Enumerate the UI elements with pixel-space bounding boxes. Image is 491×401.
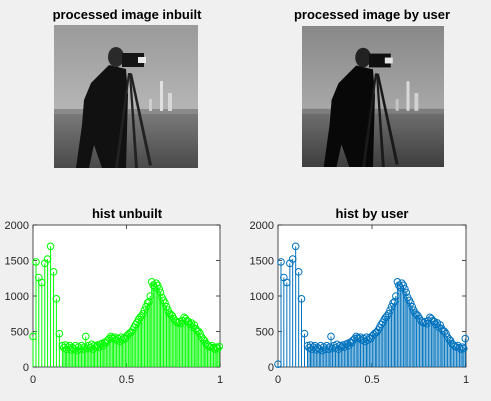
- y-tick-label: 1500: [250, 256, 274, 268]
- hist-inbuilt-chart: 0 500 1000 1500 2000 0 0.5 1: [5, 220, 224, 386]
- y-tick-label: 2000: [5, 220, 29, 232]
- stem-marker: [46, 242, 55, 251]
- stem-marker: [152, 279, 161, 288]
- stem-marker: [52, 295, 61, 303]
- stem-marker: [399, 281, 408, 290]
- y-tick-label: 2000: [250, 220, 274, 232]
- stem-marker: [291, 242, 300, 251]
- stem-marker: [300, 329, 309, 338]
- x-tick-label: 0: [275, 374, 281, 386]
- stem-marker: [215, 342, 224, 351]
- stem-marker: [452, 343, 461, 351]
- stem-marker: [155, 285, 164, 293]
- y-tick-label: 1000: [250, 291, 274, 303]
- stem-marker: [401, 285, 409, 293]
- stem-marker: [161, 299, 169, 307]
- stem-marker: [408, 302, 417, 311]
- stem-marker: [153, 281, 162, 290]
- processed-image-user: [302, 25, 444, 168]
- x-tick-label: 0.5: [364, 374, 379, 386]
- stem-marker: [327, 332, 335, 341]
- stem-marker: [442, 329, 450, 338]
- stem-marker: [277, 258, 285, 266]
- hist-inbuilt-title: hist unbuilt: [91, 206, 163, 221]
- hist-user-chart: 0 500 1000 1500 2000 0 0.5 1: [250, 220, 470, 386]
- stem-marker: [297, 295, 306, 303]
- x-tick-label: 0.5: [119, 374, 134, 386]
- y-tick-label: 0: [23, 362, 29, 374]
- stem-marker: [398, 279, 406, 288]
- y-tick-label: 500: [11, 327, 29, 339]
- processed-image-inbuilt: [54, 25, 198, 168]
- y-tick-label: 1000: [5, 291, 29, 303]
- y-tick-label: 0: [268, 362, 274, 374]
- x-tick-label: 1: [217, 374, 223, 386]
- stem-marker: [81, 332, 90, 341]
- stem-marker: [459, 344, 468, 353]
- stem-marker: [213, 344, 222, 353]
- stem-marker: [406, 299, 415, 307]
- x-tick-label: 0: [30, 374, 36, 386]
- stem-marker: [162, 302, 171, 311]
- stem-marker: [294, 268, 303, 276]
- image-user-title: processed image by user: [293, 7, 451, 22]
- stem-marker: [402, 288, 411, 297]
- y-tick-label: 500: [256, 327, 274, 339]
- stem-marker: [440, 327, 449, 336]
- image-inbuilt-title: processed image inbuilt: [52, 7, 202, 22]
- stem-marker: [206, 343, 215, 351]
- stem-marker: [32, 258, 40, 266]
- hist-user-title: hist by user: [335, 206, 409, 221]
- stem-marker: [147, 278, 156, 286]
- y-tick-label: 1500: [5, 256, 29, 268]
- stem-marker: [156, 288, 165, 297]
- x-tick-label: 1: [463, 374, 469, 386]
- stem-marker: [196, 329, 204, 338]
- stem-marker: [174, 319, 182, 327]
- stem-marker: [55, 329, 64, 338]
- stem-marker: [49, 268, 58, 276]
- stem-marker: [194, 327, 203, 336]
- stem-marker: [461, 334, 470, 343]
- stem-marker: [420, 319, 428, 327]
- stem-marker: [393, 278, 402, 286]
